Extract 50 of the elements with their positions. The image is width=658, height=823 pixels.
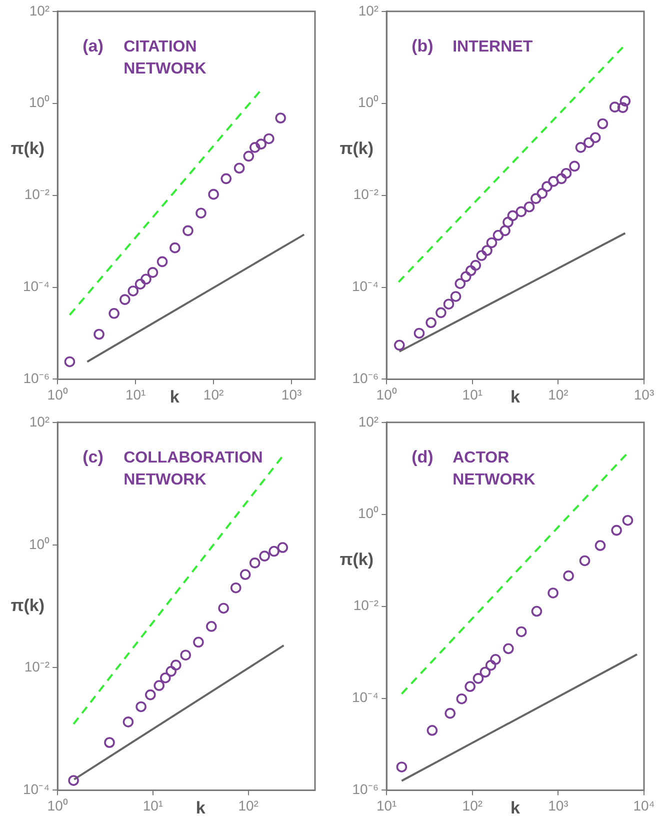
y-tick-label: 10⁻⁴ [22,781,50,798]
y-tick-label: 10⁰ [29,536,50,552]
y-tick-label: 10⁻⁶ [23,370,50,386]
y-tick-label: 10⁻⁴ [352,689,379,706]
y-tick-label: 10⁻² [24,658,50,674]
y-axis-title: π(k) [10,139,44,158]
y-tick-label: 10⁻² [24,186,50,202]
y-axis-title: π(k) [10,596,44,615]
annotation: CITATION NETWORK [124,38,207,78]
x-tick-label: 10⁰ [47,797,68,814]
y-tick-label: 10⁻⁴ [22,278,50,294]
x-tick-label: 10³ [548,797,569,814]
x-tick-label: 10³ [634,386,654,402]
y-tick-label: 10⁻⁴ [352,278,379,294]
x-tick-label: 10³ [281,386,302,402]
y-tick-label: 10⁰ [358,505,379,522]
x-tick-label: 10⁰ [376,386,397,402]
y-tick-label: 10⁻² [353,186,379,202]
x-tick-label: 10² [203,386,224,402]
y-tick-label: 10⁻⁶ [352,781,379,798]
x-tick-label: 10¹ [376,797,398,814]
y-axis-title: π(k) [340,139,374,158]
x-axis-title: k [510,387,521,406]
y-tick-label: 10² [29,2,50,18]
y-tick-label: 10² [29,413,50,430]
y-tick-label: 10⁻² [353,597,379,614]
annotation: (b) [412,36,434,56]
annotation: (a) [82,36,104,56]
y-tick-label: 10⁰ [358,94,379,110]
annotation: COLLABORATION NETWORK [124,449,263,488]
annotation: (c) [82,447,104,466]
x-tick-label: 10² [462,797,483,814]
x-axis-title: k [170,387,180,406]
y-tick-label: 10² [358,413,379,430]
x-tick-label: 10² [238,797,259,814]
x-axis-title: k [510,798,521,818]
x-tick-label: 10¹ [125,386,146,402]
x-tick-label: 10² [548,386,569,402]
x-axis-title: k [196,798,206,818]
y-tick-label: 10² [358,2,379,18]
x-tick-label: 10¹ [142,797,164,814]
y-tick-label: 10⁰ [29,94,50,110]
y-tick-label: 10⁻⁶ [352,370,379,386]
x-tick-label: 10¹ [462,386,483,402]
annotation: ACTOR NETWORK [452,449,536,488]
y-axis-title: π(k) [340,550,374,570]
annotation: (d) [412,447,434,466]
x-tick-label: 10⁴ [633,797,655,814]
annotation: INTERNET [452,38,533,56]
x-tick-label: 10⁰ [47,386,68,402]
